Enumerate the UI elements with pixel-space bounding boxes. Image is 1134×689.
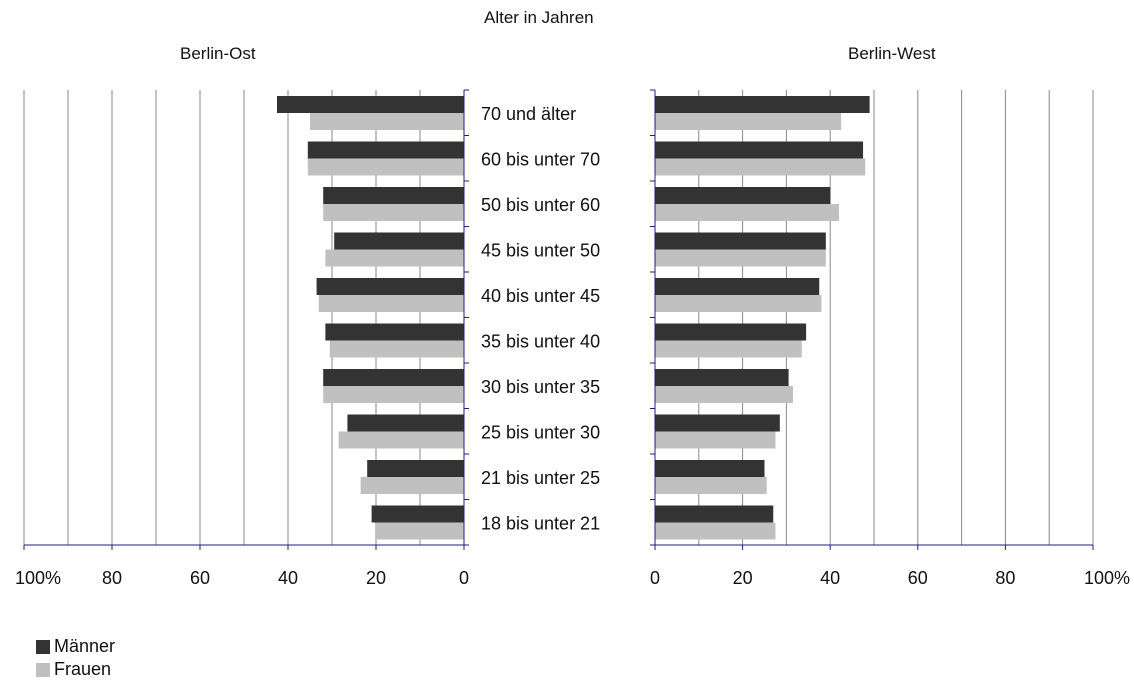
bar-west-men-3 bbox=[655, 232, 826, 250]
bar-west-women-2 bbox=[655, 204, 839, 221]
bar-west-men-7 bbox=[655, 414, 780, 432]
legend-label-women: Frauen bbox=[54, 659, 112, 679]
panel-title-west: Berlin-West bbox=[848, 44, 936, 63]
bar-west-women-7 bbox=[655, 431, 776, 449]
category-label: 30 bis unter 35 bbox=[481, 377, 600, 397]
bar-east-men-7 bbox=[347, 414, 464, 432]
bar-east-women-9 bbox=[376, 522, 464, 540]
x-tick-label-east: 40 bbox=[278, 568, 298, 588]
bar-east-men-4 bbox=[316, 278, 464, 295]
bar-west-men-6 bbox=[655, 369, 789, 386]
bar-west-women-9 bbox=[655, 522, 776, 540]
bar-east-women-8 bbox=[360, 477, 464, 494]
category-label: 60 bis unter 70 bbox=[481, 149, 600, 169]
bar-east-men-5 bbox=[325, 323, 464, 341]
category-label: 21 bis unter 25 bbox=[481, 468, 600, 488]
bar-east-men-0 bbox=[277, 96, 464, 113]
x-tick-label-west: 0 bbox=[650, 568, 660, 588]
bar-east-women-0 bbox=[310, 113, 464, 130]
bar-east-women-7 bbox=[338, 431, 464, 449]
legend-swatch-men bbox=[36, 639, 50, 654]
x-tick-label-west: 100% bbox=[1084, 568, 1130, 588]
x-tick-label-east: 60 bbox=[190, 568, 210, 588]
bar-east-women-5 bbox=[329, 340, 464, 358]
legend-swatch-women bbox=[36, 662, 50, 677]
bar-west-men-5 bbox=[655, 323, 807, 341]
legend-item-women: Frauen bbox=[36, 659, 111, 680]
bar-east-men-1 bbox=[307, 141, 464, 159]
bar-west-men-4 bbox=[655, 278, 820, 295]
bar-east-men-2 bbox=[323, 187, 464, 204]
bar-east-women-3 bbox=[325, 249, 464, 267]
bar-west-women-8 bbox=[655, 477, 767, 494]
bar-east-men-3 bbox=[334, 232, 464, 250]
legend-item-men: Männer bbox=[36, 636, 115, 657]
bar-east-women-6 bbox=[323, 386, 464, 403]
bar-west-men-0 bbox=[655, 96, 870, 113]
x-tick-label-west: 20 bbox=[733, 568, 753, 588]
x-tick-label-east: 80 bbox=[102, 568, 122, 588]
bar-east-men-6 bbox=[323, 369, 464, 386]
bar-west-men-1 bbox=[655, 141, 864, 159]
category-label: 35 bis unter 40 bbox=[481, 331, 600, 351]
bar-west-women-0 bbox=[655, 113, 842, 130]
bar-west-women-1 bbox=[655, 158, 866, 176]
bar-east-women-1 bbox=[307, 158, 464, 176]
bar-east-women-2 bbox=[323, 204, 464, 221]
bar-west-women-6 bbox=[655, 386, 793, 403]
bar-east-men-8 bbox=[367, 460, 464, 477]
x-tick-label-west: 80 bbox=[995, 568, 1015, 588]
x-tick-label-east: 0 bbox=[459, 568, 469, 588]
bar-west-women-4 bbox=[655, 295, 822, 312]
legend-label-men: Männer bbox=[54, 636, 116, 656]
bar-west-men-8 bbox=[655, 460, 765, 477]
x-tick-label-west: 40 bbox=[820, 568, 840, 588]
category-label: 45 bis unter 50 bbox=[481, 240, 600, 260]
category-label: 25 bis unter 30 bbox=[481, 422, 600, 442]
category-label: 18 bis unter 21 bbox=[481, 513, 600, 533]
bar-east-men-9 bbox=[371, 505, 464, 523]
panel-title-east: Berlin-Ost bbox=[180, 44, 256, 63]
category-label: 50 bis unter 60 bbox=[481, 195, 600, 215]
chart-title: Alter in Jahren bbox=[484, 8, 594, 27]
bar-west-men-2 bbox=[655, 187, 831, 204]
x-tick-label-east: 100% bbox=[15, 568, 61, 588]
x-tick-label-west: 60 bbox=[908, 568, 928, 588]
bar-east-women-4 bbox=[318, 295, 464, 312]
bar-west-women-5 bbox=[655, 340, 802, 358]
x-tick-label-east: 20 bbox=[366, 568, 386, 588]
bar-west-men-9 bbox=[655, 505, 774, 523]
category-label: 70 und älter bbox=[481, 104, 576, 124]
category-label: 40 bis unter 45 bbox=[481, 286, 600, 306]
bar-west-women-3 bbox=[655, 249, 826, 267]
